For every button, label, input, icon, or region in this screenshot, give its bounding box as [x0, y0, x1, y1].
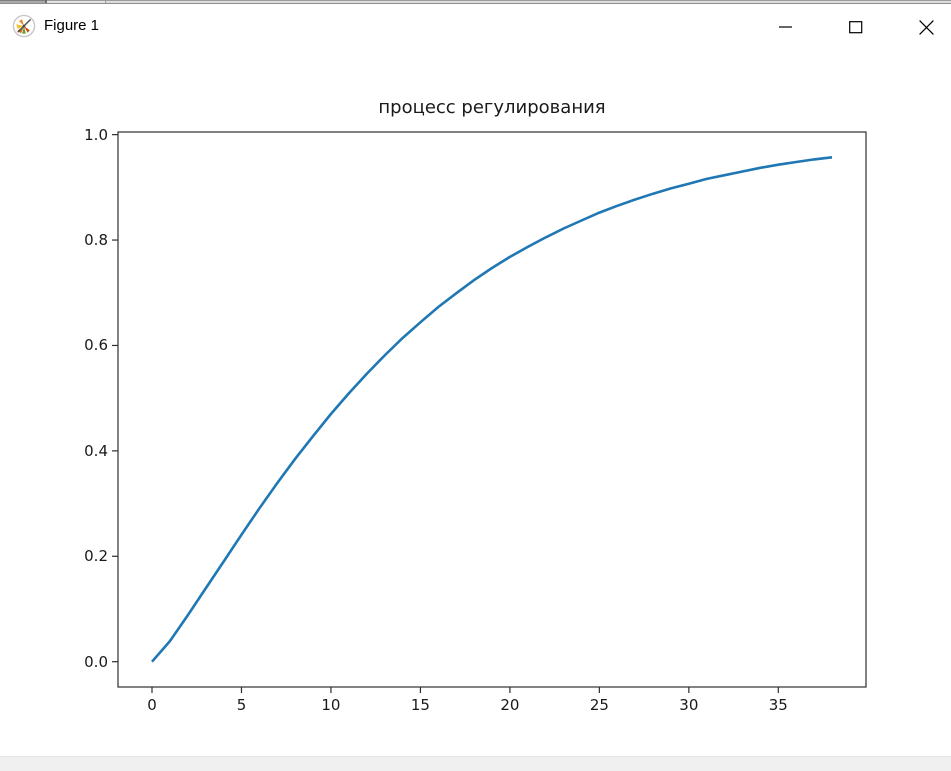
- x-tick-label: 10: [321, 696, 341, 714]
- chart-title: процесс регулирования: [378, 97, 606, 118]
- x-tick-label: 15: [410, 696, 430, 714]
- x-tick-label: 20: [500, 696, 520, 714]
- y-tick-label: 0.4: [84, 441, 108, 460]
- maximize-icon: [849, 20, 863, 33]
- x-tick-label: 30: [679, 696, 699, 714]
- window-title: Figure 1: [44, 17, 100, 34]
- background-window-edge-line: [0, 3, 951, 4]
- close-icon: [918, 19, 934, 35]
- background-window-edge-segment: [0, 0, 45, 3]
- x-tick-label: 5: [236, 696, 247, 714]
- titlebar[interactable]: Figure 1: [0, 4, 951, 48]
- x-tick-label: 25: [589, 696, 609, 714]
- maximize-button[interactable]: [833, 6, 879, 48]
- background-window-edge-divider: [105, 0, 106, 3]
- background-window-edge-segment: [106, 0, 951, 3]
- minimize-button[interactable]: [763, 6, 809, 48]
- y-tick-label: 0.6: [84, 336, 108, 355]
- x-tick-label: 0: [147, 696, 157, 714]
- background-bottom-strip: [0, 756, 951, 771]
- background-window-edge-segment: [47, 0, 105, 3]
- y-tick-label: 0.8: [84, 231, 108, 250]
- matplotlib-icon[interactable]: [12, 14, 36, 38]
- x-tick-label: 35: [768, 696, 788, 714]
- y-tick-label: 0.0: [84, 652, 108, 671]
- figure-canvas: [0, 48, 951, 756]
- close-button[interactable]: [903, 6, 949, 48]
- background-window-edge-divider: [45, 0, 47, 3]
- caption-buttons: [739, 6, 949, 48]
- y-tick-label: 0.2: [84, 547, 108, 566]
- minimize-icon: [779, 26, 792, 28]
- background-window-edge: [0, 0, 951, 4]
- y-tick-label: 1.0: [84, 125, 108, 144]
